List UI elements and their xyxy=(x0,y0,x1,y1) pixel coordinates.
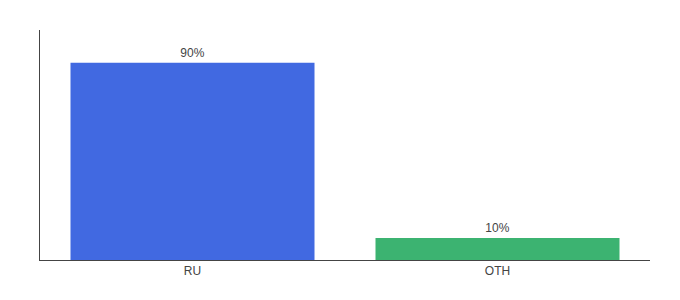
svg-text:RU: RU xyxy=(184,264,201,278)
svg-text:OTH: OTH xyxy=(485,264,510,278)
svg-text:10%: 10% xyxy=(485,221,509,235)
svg-text:90%: 90% xyxy=(180,46,204,60)
